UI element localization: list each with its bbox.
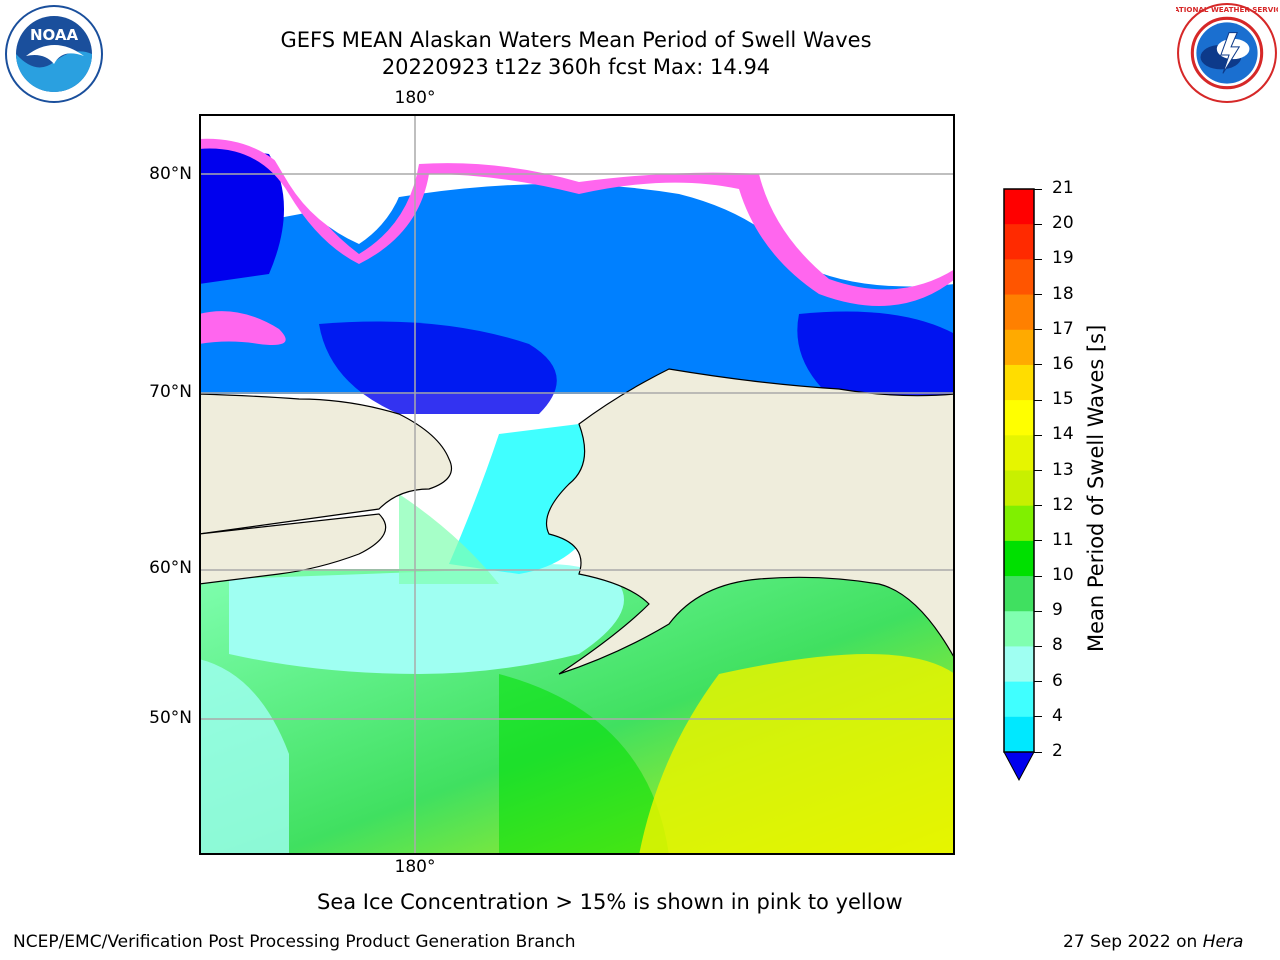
noaa-logo: NOAA [5,5,103,103]
colorbar-tick-label: 15 [1052,389,1074,410]
colorbar-band [1004,435,1034,471]
svg-text:NATIONAL WEATHER SERVICE: NATIONAL WEATHER SERVICE [1176,5,1278,14]
colorbar-band [1004,681,1034,718]
colorbar-tick-label: 6 [1052,670,1063,691]
colorbar-tick-mark [1034,434,1042,436]
colorbar-band [1004,294,1034,331]
colorbar-tick-mark [1034,399,1042,401]
lat-label-50: 50°N [149,708,192,728]
colorbar-tick-mark [1034,470,1042,471]
colorbar-tick-label: 18 [1052,283,1074,304]
lat-label-80: 80°N [149,164,192,184]
colorbar-title: Mean Period of Swell Waves [s] [1084,324,1108,652]
land-chukotka [199,393,453,535]
colorbar-tick-mark [1034,329,1042,331]
lat-label-60: 60°N [149,558,192,578]
colorbar-tick-mark [1034,751,1042,753]
colorbar-tick-mark [1034,645,1042,647]
colorbar-tick-label: 16 [1052,353,1074,374]
colorbar-tick-label: 11 [1052,529,1074,550]
colorbar [1003,188,1035,782]
colorbar-tick-mark [1034,364,1042,366]
graticule [199,114,955,855]
nws-logo: NATIONAL WEATHER SERVICE [1176,3,1278,103]
colorbar-band [1004,224,1034,260]
colorbar-band [1004,505,1034,542]
colorbar-tick-mark [1034,188,1042,190]
colorbar-tick-mark [1034,505,1042,507]
lon-label-bottom: 180° [394,857,436,877]
colorbar-tick-label: 8 [1052,635,1063,656]
colorbar-band [1004,611,1034,647]
footer-date: 27 Sep 2022 on Hera [1063,932,1243,952]
colorbar-band [1004,716,1034,753]
colorbar-tick-label: 4 [1052,705,1063,726]
svg-text:NOAA: NOAA [30,26,79,44]
chart-subtitle: 20220923 t12z 360h fcst Max: 14.94 [381,55,771,79]
footer-date-text: 27 Sep 2022 on [1063,932,1198,952]
colorbar-tick-label: 17 [1052,318,1074,339]
colorbar-band [1004,470,1034,507]
colorbar-tick-label: 19 [1052,248,1074,269]
colorbar-tick-mark [1034,258,1042,260]
footer-machine: Hera [1202,932,1244,952]
colorbar-tick-mark [1034,294,1042,296]
chart-title: GEFS MEAN Alaskan Waters Mean Period of … [280,28,872,52]
colorbar-tick-label: 9 [1052,600,1063,621]
sea-ice-note: Sea Ice Concentration > 15% is shown in … [317,890,903,914]
colorbar-tick-label: 2 [1052,741,1063,761]
colorbar-tick-mark [1034,223,1042,225]
map-panel [199,114,955,855]
colorbar-band [1004,400,1034,436]
colorbar-tick-label: 14 [1052,424,1074,445]
lat-label-70: 70°N [149,382,192,402]
colorbar-band [1004,189,1034,225]
land-alaska [545,368,955,675]
colorbar-tick-label: 21 [1052,178,1074,198]
colorbar-band [1004,646,1034,683]
bering-sea-field [229,564,624,674]
colorbar-tick-mark [1034,716,1042,718]
colorbar-band [1004,329,1034,366]
colorbar-tick-label: 10 [1052,565,1074,586]
colorbar-tick-label: 12 [1052,494,1074,515]
colorbar-band [1004,576,1034,612]
colorbar-band [1004,259,1034,296]
colorbar-band [1004,364,1034,401]
colorbar-tick-mark [1034,575,1042,577]
colorbar-tick-mark [1034,540,1042,542]
colorbar-tick-mark [1034,610,1042,612]
lon-label-top: 180° [394,88,436,108]
colorbar-tick-label: 13 [1052,459,1074,480]
footer-branch: NCEP/EMC/Verification Post Processing Pr… [13,932,576,952]
colorbar-tick-label: 20 [1052,213,1074,234]
colorbar-band [1004,540,1034,577]
colorbar-tick-mark [1034,681,1042,683]
